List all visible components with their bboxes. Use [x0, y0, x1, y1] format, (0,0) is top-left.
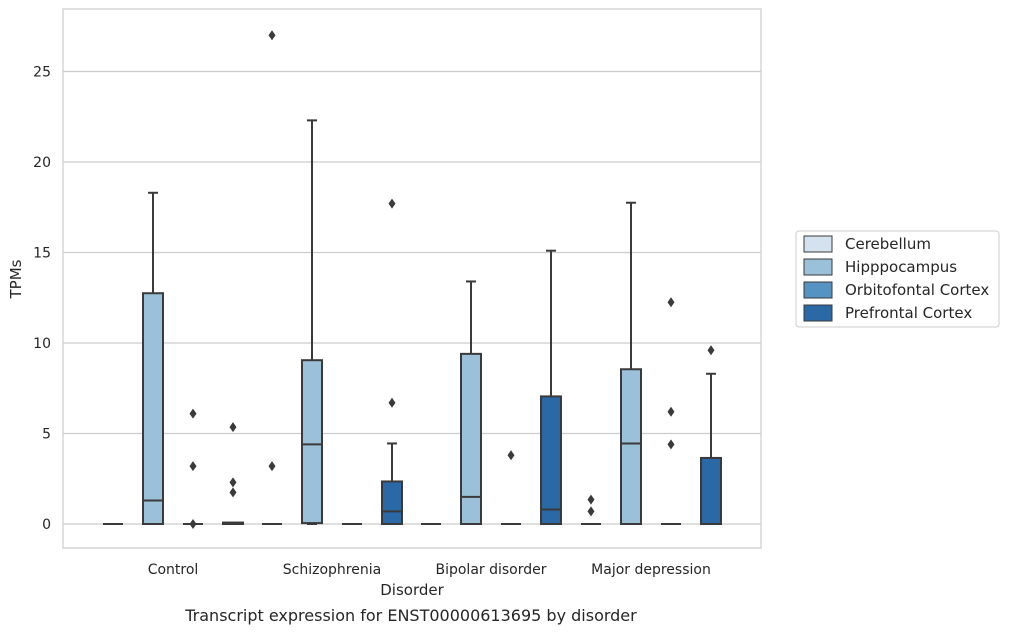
- outlier-point: [189, 461, 197, 472]
- y-tick-label: 15: [33, 246, 51, 262]
- outlier-point: [667, 406, 675, 417]
- x-tick-label: Major depression: [591, 562, 711, 578]
- box-cerebellum: [581, 494, 601, 525]
- box-orbitofontal-cortex: [661, 297, 681, 525]
- legend-swatch: [803, 258, 833, 276]
- box-body: [301, 359, 323, 525]
- legend-swatch: [803, 281, 833, 299]
- outlier-point: [229, 487, 237, 498]
- box-prefrontal-cortex: [540, 249, 562, 525]
- box-prefrontal-cortex: [222, 422, 244, 526]
- legend-label: Cerebellum: [845, 235, 931, 253]
- legend-entries: Cerebellum Hipppocampus Orbitofontal Corte…: [803, 235, 989, 322]
- box-prefrontal-cortex: [381, 198, 403, 525]
- legend-frame: [795, 230, 1000, 328]
- box-body: [540, 395, 562, 525]
- box-hipppocampus: [142, 191, 164, 525]
- outlier-point: [388, 198, 396, 209]
- box-orbitofontal-cortex: [183, 408, 203, 529]
- outlier-point: [268, 30, 276, 41]
- x-tick-label: Control: [148, 562, 199, 578]
- outlier-point: [268, 461, 276, 472]
- plot-background: [62, 8, 762, 549]
- y-tick-label: 0: [42, 517, 51, 533]
- outlier-point: [229, 422, 237, 433]
- box-groups: [103, 30, 722, 529]
- outlier-point: [229, 477, 237, 488]
- box-body: [460, 352, 482, 525]
- x-axis-title: Disorder: [380, 581, 444, 599]
- box-body: [381, 480, 403, 525]
- box-prefrontal-cortex: [700, 345, 722, 525]
- legend-label: Hipppocampus: [845, 258, 957, 276]
- box-body: [142, 292, 164, 525]
- box-orbitofontal-cortex: [501, 450, 521, 525]
- box-hipppocampus: [620, 201, 642, 525]
- y-tick-label: 10: [33, 336, 51, 352]
- box-hipppocampus: [301, 119, 323, 525]
- legend-label: Prefrontal Cortex: [845, 304, 972, 322]
- legend-swatch: [803, 304, 833, 322]
- outlier-point: [707, 345, 715, 356]
- y-tick-label: 5: [42, 427, 51, 443]
- legend-label: Orbitofontal Cortex: [845, 281, 989, 299]
- outlier-point: [587, 494, 595, 505]
- x-tick-labels: Control Schizophrenia Bipolar disorder Majo…: [148, 562, 711, 578]
- y-axis-title: TPMs: [7, 259, 25, 299]
- legend: Cerebellum Hipppocampus Orbitofontal Corte…: [795, 230, 1000, 328]
- outlier-point: [587, 506, 595, 517]
- box-cerebellum: [262, 30, 282, 525]
- y-tick-labels: 0 5 10 15 20 25: [33, 65, 51, 534]
- x-tick-label: Schizophrenia: [283, 562, 381, 578]
- box-body: [620, 368, 642, 525]
- figure-caption: Transcript expression for ENST0000061369…: [185, 606, 637, 625]
- outlier-point: [189, 408, 197, 419]
- outlier-point: [189, 519, 197, 529]
- outlier-point: [667, 439, 675, 450]
- outlier-point: [507, 450, 515, 461]
- y-tick-label: 20: [33, 155, 51, 171]
- y-tick-label: 25: [33, 65, 51, 81]
- outlier-point: [388, 397, 396, 408]
- outlier-point: [667, 297, 675, 308]
- box-hipppocampus: [460, 280, 482, 525]
- x-tick-label: Bipolar disorder: [435, 562, 546, 578]
- legend-swatch: [803, 235, 833, 253]
- box-body: [700, 456, 722, 525]
- gridlines: [63, 70, 761, 525]
